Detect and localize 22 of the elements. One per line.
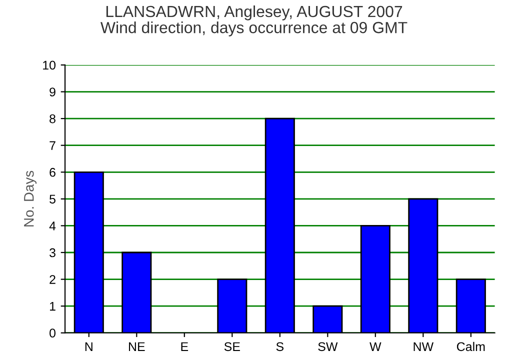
x-tick-label: E bbox=[181, 342, 188, 351]
x-tick-label: SE bbox=[224, 342, 240, 352]
x-tick-label: NE bbox=[128, 342, 145, 351]
x-tick-label: Calm bbox=[456, 342, 485, 352]
y-tick-label: 1 bbox=[50, 302, 56, 311]
y-tick-label: 6 bbox=[50, 168, 56, 177]
y-tick-label: 9 bbox=[50, 88, 56, 96]
x-tick-label: NW bbox=[414, 342, 434, 351]
y-tick-label: 7 bbox=[50, 141, 56, 150]
x-tick-label: SW bbox=[318, 342, 338, 352]
x-tick-label: W bbox=[370, 342, 382, 351]
chart-title: LLANSADWRN, Anglesey, AUGUST 2007 Wind direction, days occurrence at 09 GMT bbox=[100, 5, 408, 36]
y-tick-label: 3 bbox=[50, 248, 56, 258]
y-tick-label: 8 bbox=[50, 114, 56, 124]
x-tick-label: N bbox=[85, 342, 92, 351]
y-tick-label: 5 bbox=[50, 194, 56, 204]
y-axis-title: No. Days bbox=[24, 170, 37, 226]
x-tick-label: S bbox=[276, 342, 284, 352]
y-tick-label: 0 bbox=[50, 328, 56, 338]
y-tick-label: 10 bbox=[43, 60, 56, 70]
y-tick-label: 4 bbox=[49, 222, 56, 230]
y-tick-label: 2 bbox=[50, 275, 56, 284]
